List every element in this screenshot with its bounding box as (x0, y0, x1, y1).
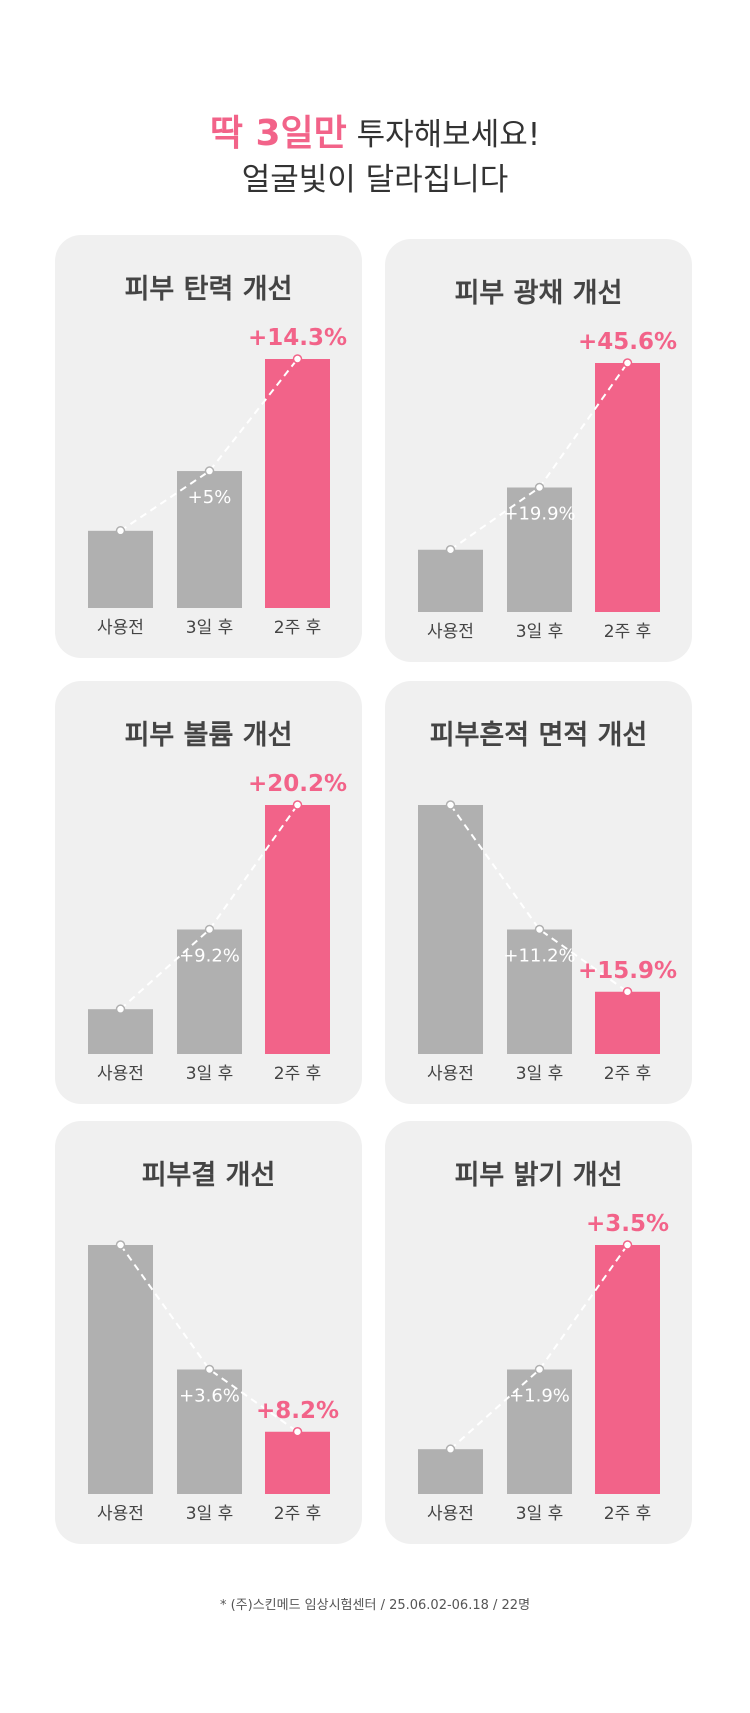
x-tick-label: 2주 후 (604, 1064, 652, 1084)
trend-point (292, 1427, 303, 1437)
chart-title: 피부결 개선 (141, 1160, 276, 1191)
headline-line-2: 얼굴빛이 달라집니다 (241, 162, 509, 198)
chart-title: 피부 광채 개선 (454, 278, 623, 309)
bar (265, 359, 330, 608)
trend-line (449, 1244, 629, 1450)
x-tick-label: 3일 후 (186, 618, 234, 638)
headline-rest: 투자해보세요! (346, 117, 541, 153)
x-tick-label: 사용전 (427, 1504, 474, 1524)
chart-title: 피부 밝기 개선 (454, 1160, 623, 1191)
bar (595, 991, 660, 1054)
data-label-highlight: +14.3% (248, 325, 347, 351)
x-tick-label: 3일 후 (516, 622, 564, 642)
chart-title: 피부 탄력 개선 (124, 274, 293, 305)
chart-svg: 사용전 3일 후 2주 후 +1.9% +3.5% (418, 1211, 669, 1524)
bar (265, 805, 330, 1054)
data-label-highlight: +3.5% (586, 1211, 669, 1237)
trend-line (119, 804, 299, 1010)
footnote: * (주)스킨메드 임상시험센터 / 25.06.02-06.18 / 22명 (219, 1598, 531, 1613)
trend-point (445, 800, 456, 810)
bar (507, 1369, 572, 1494)
trend-point (534, 924, 545, 935)
data-label: +1.9% (509, 1386, 570, 1407)
bar (507, 929, 572, 1054)
chart-svg: 사용전 3일 후 2주 후 +3.6% +8.2% (88, 1240, 339, 1524)
bar (418, 549, 483, 612)
chart-svg: 사용전 3일 후 2주 후 +9.2% +20.2% (88, 771, 347, 1084)
trend-point (115, 1240, 126, 1250)
x-tick-label: 사용전 (97, 618, 144, 638)
bar (418, 1449, 483, 1494)
data-label: +11.2% (503, 946, 575, 967)
bar (88, 1009, 153, 1054)
trend-point (115, 1004, 126, 1014)
trend-point (622, 987, 633, 997)
bar (418, 805, 483, 1054)
trend-point (534, 482, 545, 493)
data-label: +5% (188, 487, 232, 508)
trend-point (622, 1240, 633, 1250)
trend-point (292, 800, 303, 810)
trend-point (204, 1364, 215, 1375)
x-tick-label: 사용전 (97, 1064, 144, 1084)
x-tick-label: 사용전 (427, 1064, 474, 1084)
x-tick-label: 2주 후 (604, 622, 652, 642)
trend-line (119, 1244, 299, 1433)
chart-svg: 사용전 3일 후 2주 후 +11.2%+15.9% (418, 800, 677, 1084)
bar (507, 487, 572, 612)
x-tick-label: 사용전 (97, 1504, 144, 1524)
bar (177, 929, 242, 1054)
trend-point (622, 358, 633, 368)
x-tick-label: 3일 후 (186, 1504, 234, 1524)
x-tick-label: 사용전 (427, 622, 474, 642)
x-tick-label: 2주 후 (274, 1504, 322, 1524)
x-tick-label: 3일 후 (186, 1064, 234, 1084)
headline-accent: 딱 3일만 (209, 113, 347, 154)
bar (595, 363, 660, 612)
data-label-highlight: +45.6% (578, 329, 677, 355)
headline-line-1: 딱 3일만 투자해보세요! (0, 104, 750, 156)
x-tick-label: 3일 후 (516, 1504, 564, 1524)
bar (265, 1431, 330, 1494)
x-tick-label: 2주 후 (274, 1064, 322, 1084)
trend-point (445, 1444, 456, 1454)
trend-point (115, 526, 126, 536)
chart-title: 피부흔적 면적 개선 (429, 720, 648, 751)
chart-svg: 사용전 3일 후 2주 후 +19.9% +45.6% (418, 329, 677, 642)
trend-point (204, 924, 215, 935)
data-label: +19.9% (503, 504, 575, 525)
bar (595, 1245, 660, 1494)
data-label-highlight: +20.2% (248, 771, 347, 797)
trend-point (445, 545, 456, 555)
chart-svg: 사용전 3일 후 2주 후 +5% +14.3% (88, 325, 347, 638)
trend-line (449, 804, 629, 993)
data-label: +9.2% (179, 946, 240, 967)
bar (88, 1245, 153, 1494)
x-tick-label: 2주 후 (274, 618, 322, 638)
trend-point (292, 354, 303, 364)
trend-point (534, 1364, 545, 1375)
bar (88, 530, 153, 608)
x-tick-label: 2주 후 (604, 1504, 652, 1524)
chart-title: 피부 볼륨 개선 (124, 720, 293, 751)
data-label-highlight: +15.9% (578, 958, 677, 984)
x-tick-label: 3일 후 (516, 1064, 564, 1084)
data-label: +3.6% (179, 1386, 240, 1407)
bar (177, 471, 242, 608)
data-label-highlight: +8.2% (256, 1398, 339, 1424)
bar (177, 1369, 242, 1494)
trend-point (204, 466, 215, 476)
